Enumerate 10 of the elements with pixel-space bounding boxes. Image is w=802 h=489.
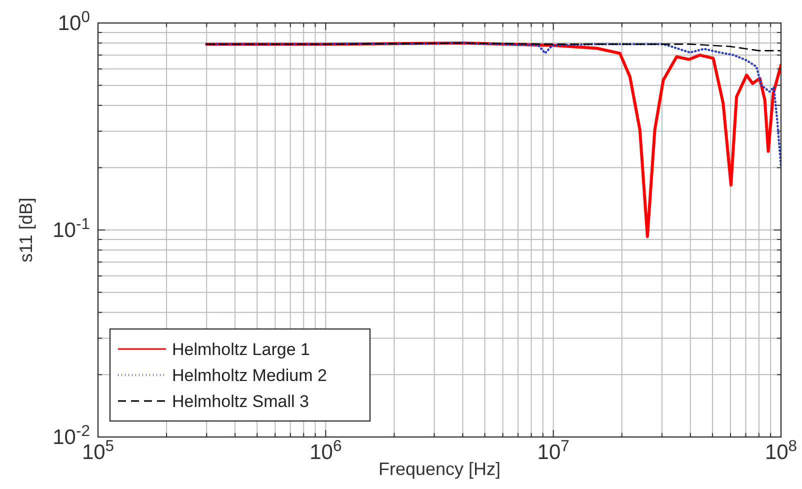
y-tick-label: 10$^{-1}$ bbox=[52, 216, 90, 242]
legend-label: Helmholtz Medium 2 bbox=[172, 366, 327, 385]
x-tick-label: 10$^{7}$ bbox=[537, 438, 570, 464]
x-tick-label: 10$^{8}$ bbox=[764, 438, 798, 464]
legend-label: Helmholtz Large 1 bbox=[172, 340, 310, 359]
y-tick-label: 10$^{0}$ bbox=[58, 8, 90, 35]
x-axis-title: Frequency [Hz] bbox=[378, 459, 501, 479]
legend-label: Helmholtz Small 3 bbox=[172, 392, 309, 411]
y-axis-title: s11 [dB] bbox=[16, 198, 36, 262]
x-tick-label: 10$^{6}$ bbox=[310, 438, 342, 464]
